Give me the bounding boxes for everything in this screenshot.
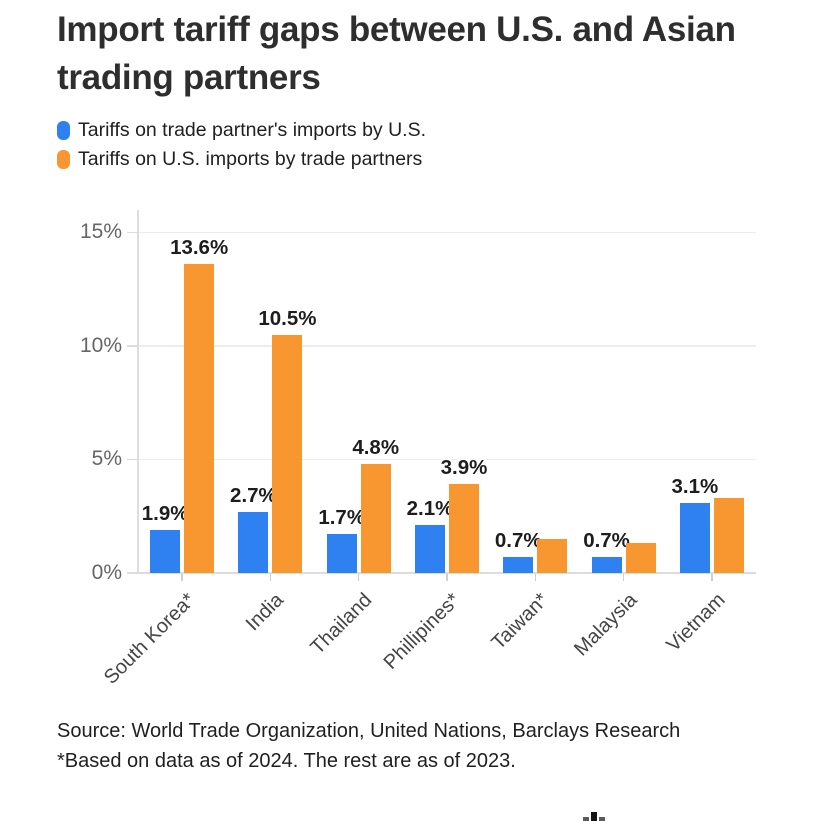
gridline-10% [138, 345, 756, 347]
y-axis-label: 5% [91, 447, 122, 471]
y-axis-line [137, 210, 139, 574]
bar-partner-tariff [360, 463, 391, 573]
bar-value-label: 3.1% [671, 474, 719, 498]
x-axis-tick [446, 574, 448, 581]
bar-partner-tariff [537, 538, 568, 573]
bar-partner-tariff [184, 264, 215, 573]
x-axis-label: Thailand [306, 589, 377, 659]
chart-title: Import tariff gaps between U.S. and Asia… [57, 10, 736, 97]
bar-value-label: 0.7% [583, 529, 630, 553]
x-axis-tick [622, 574, 625, 581]
note-line: *Based on data as of 2024. The rest are … [57, 750, 516, 772]
bar-partner-tariff [713, 498, 744, 573]
x-axis-tick [357, 574, 360, 581]
bar-value-label: 4.8% [352, 435, 400, 459]
bar-partner-tariff [625, 543, 656, 573]
x-axis-tick [534, 574, 537, 581]
y-axis-tick [127, 345, 138, 347]
x-axis-label: Taiwan* [487, 589, 553, 655]
bar-value-label: 2.1% [406, 497, 454, 521]
legend-label-us-tariffs: Tariffs on trade partner's imports by U.… [78, 118, 427, 141]
y-axis-tick [127, 231, 138, 234]
x-axis-tick [181, 574, 183, 581]
x-axis-label: India [241, 589, 288, 636]
bar-value-label: 3.9% [440, 456, 488, 480]
bar-value-label: 2.7% [230, 483, 277, 507]
x-axis-label: Phillipines* [379, 589, 465, 674]
footer: Source: World Trade Organization, United… [57, 716, 680, 776]
y-axis-label: 15% [79, 220, 122, 244]
y-axis-tick [127, 458, 138, 461]
bar-us-tariff [150, 529, 181, 573]
bar-us-tariff [591, 557, 622, 573]
gridline-15% [138, 231, 756, 234]
bar-value-label: 1.9% [141, 501, 189, 525]
bar-us-tariff [238, 511, 269, 573]
bar-value-label: 10.5% [258, 306, 317, 330]
legend-swatch-blue-icon [57, 120, 70, 140]
bar-partner-tariff [272, 334, 303, 573]
bar-us-tariff [415, 525, 445, 573]
x-axis-tick [269, 574, 272, 581]
bar-value-label: 1.7% [318, 506, 366, 530]
bar-value-label: 13.6% [170, 236, 229, 260]
bar-us-tariff [326, 534, 357, 573]
legend-swatch-orange-icon [57, 149, 70, 169]
source-line: Source: World Trade Organization, United… [57, 720, 681, 742]
y-axis-label: 0% [91, 561, 122, 584]
gridline-5% [138, 458, 756, 461]
legend-label-partner-tariffs: Tariffs on U.S. imports by trade partner… [78, 147, 423, 170]
bar-us-tariff [503, 557, 534, 573]
y-axis-label: 10% [79, 333, 122, 357]
x-axis-label: South Korea* [100, 589, 200, 689]
bar-partner-tariff [449, 484, 479, 573]
x-axis-label: Vietnam [662, 589, 730, 657]
bar-us-tariff [679, 502, 710, 573]
legend-item-partner-tariffs: Tariffs on U.S. imports by trade partner… [57, 147, 426, 170]
bar-value-label: 0.7% [494, 529, 542, 553]
legend: Tariffs on trade partner's imports by U.… [57, 118, 427, 178]
legend-item-us-tariffs: Tariffs on trade partner's imports by U.… [57, 118, 427, 141]
gridline-0% [138, 572, 756, 574]
y-axis-tick [127, 572, 138, 574]
x-axis-label: Malaysia [569, 589, 642, 661]
x-axis-tick [711, 574, 713, 581]
